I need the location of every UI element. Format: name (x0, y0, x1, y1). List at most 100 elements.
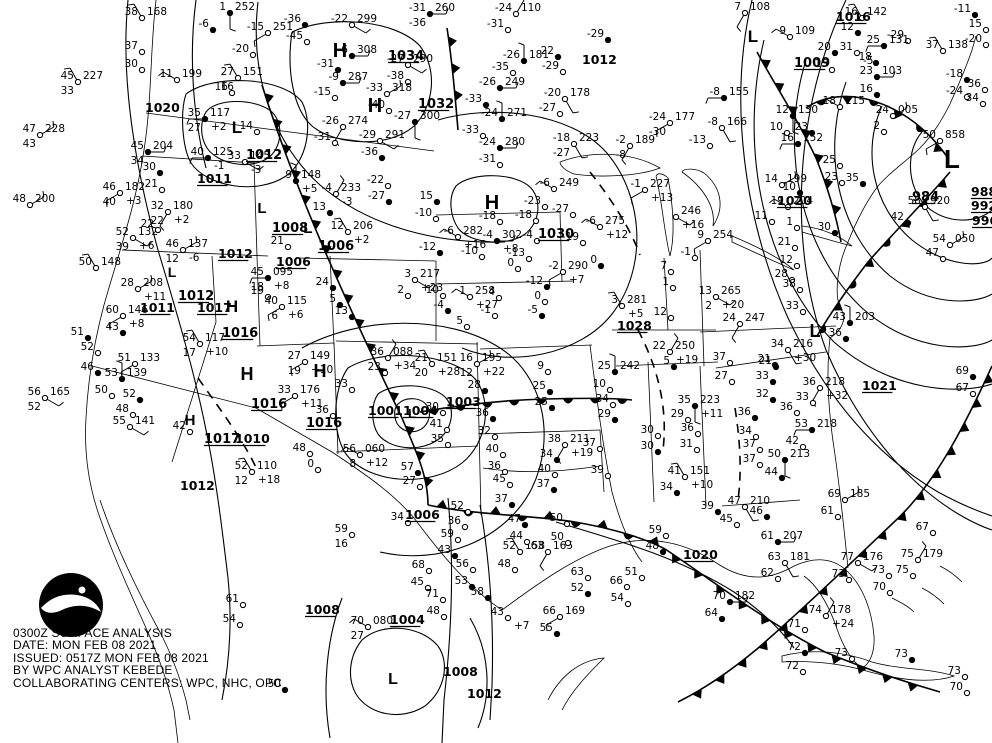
station-value: 30 (125, 58, 138, 70)
station-circle-icon (364, 623, 372, 631)
station-value: 218 (825, 376, 845, 388)
station-plot: -2 189 -8 (616, 134, 655, 165)
cold-front-triangle-icon (543, 510, 555, 520)
isobar-line (201, 101, 281, 166)
station-value: 0 (590, 254, 597, 266)
station-circle-icon (495, 294, 503, 302)
station-plot: 66 (610, 575, 631, 591)
wind-barb-tick-icon (367, 50, 371, 57)
station-circle-icon (521, 521, 529, 529)
wind-barb-tick-icon (229, 28, 236, 32)
station-value: 11 (160, 68, 173, 80)
station-value: 115 (287, 295, 307, 307)
station-circle-icon (778, 181, 786, 189)
station-value: 0 (307, 458, 314, 470)
station-value: 33 (335, 378, 348, 390)
station-circle-icon (831, 49, 839, 57)
station-value: +12 (366, 457, 388, 469)
fronts (261, 27, 992, 703)
station-plot: 36 (476, 407, 497, 423)
pressure-center-letter: L (388, 671, 398, 688)
cold-front-triangle-icon (332, 269, 343, 280)
cold-front-triangle-icon (672, 553, 682, 564)
station-circle-icon (611, 416, 619, 424)
station-value: 005 (898, 104, 918, 116)
station-value: 52 (116, 226, 129, 238)
station-plot: 45 204 34 (131, 140, 174, 167)
station-value: 52 (81, 341, 94, 353)
station-circle-icon (301, 358, 309, 366)
station-value: 66 (610, 575, 624, 587)
geography-line (141, 155, 257, 164)
station-value: 34 (739, 425, 753, 437)
geography-line (435, 211, 561, 216)
station-circle-icon (416, 483, 424, 491)
station-circle-icon (831, 229, 839, 237)
station-circle-icon (885, 572, 893, 580)
cold-front-triangle-icon (451, 63, 461, 75)
station-plot: -6 308 (338, 44, 377, 60)
analysis-title: 0300Z SURFACE ANALYSIS (13, 626, 172, 640)
station-plot: 36 (448, 515, 469, 531)
cold-front-triangle-icon (959, 422, 970, 432)
station-value: 149 (310, 350, 330, 362)
station-circle-icon (436, 249, 444, 257)
station-plot: -40 (368, 99, 393, 115)
station-circle-icon (496, 84, 504, 92)
station-plot: 37 (125, 40, 146, 56)
station-circle-icon (842, 335, 850, 343)
wind-barb-tick-icon (905, 101, 908, 109)
station-value: -24 (481, 107, 498, 119)
station-circle-icon (532, 217, 540, 225)
geography-line (589, 344, 643, 563)
station-circle-icon (741, 503, 749, 511)
station-plot: -31 (479, 153, 504, 169)
pressure-center-value: 1016 (251, 397, 287, 412)
warm-front-semicircle-icon (508, 400, 520, 406)
wind-barb-tick-icon (223, 63, 231, 66)
station-plot: -12 (526, 275, 551, 291)
cold-front-triangle-icon (801, 129, 812, 140)
station-circle-icon (383, 90, 391, 98)
station-value: 17 (183, 347, 196, 359)
station-circle-icon (108, 392, 116, 400)
station-value: 115 (845, 95, 865, 107)
station-value: 50 (79, 256, 92, 268)
station-plot: 27 (403, 475, 424, 491)
wind-barb-tick-icon (105, 200, 108, 208)
station-value: +19 (571, 447, 593, 459)
station-value: 10 (593, 378, 606, 390)
station-plot: -1 (481, 304, 499, 320)
station-value: 109 (795, 25, 815, 37)
station-value: 206 (353, 220, 373, 232)
station-value: 151 (243, 66, 263, 78)
station-plot: 52 (123, 388, 144, 404)
station-value: 23 (795, 121, 808, 133)
station-value: 67 (916, 521, 929, 533)
wind-barb-tick-icon (150, 274, 153, 282)
station-plot: 43 (438, 544, 459, 560)
station-circle-icon (914, 556, 922, 564)
station-plot: 53 218 (793, 418, 837, 436)
station-value: 51 (118, 352, 131, 364)
station-plot: -24 177 -30 (649, 111, 695, 138)
station-circle-icon (570, 140, 578, 148)
station-circle-icon (538, 312, 546, 320)
station-circle-icon (769, 396, 777, 404)
station-value: 36 (371, 346, 385, 358)
station-value: 247 (745, 312, 765, 324)
station-plot: 33 (786, 300, 807, 316)
wind-barb-tick-icon (535, 180, 541, 186)
station-plot: 12 130 (776, 104, 818, 135)
station-value: 52 (503, 540, 516, 552)
station-plot: 70 080 27 (349, 615, 393, 642)
wind-barb-tick-icon (925, 148, 928, 156)
cold-front-triangle-icon (758, 640, 768, 651)
station-circle-icon (326, 209, 334, 217)
station-value: -29 (542, 60, 559, 72)
station-value: 22 (141, 218, 154, 230)
station-circle-icon (666, 348, 674, 356)
station-value: 169 (565, 605, 585, 617)
station-plot: -27 (539, 102, 564, 118)
wind-barb-tick-icon (689, 220, 695, 226)
